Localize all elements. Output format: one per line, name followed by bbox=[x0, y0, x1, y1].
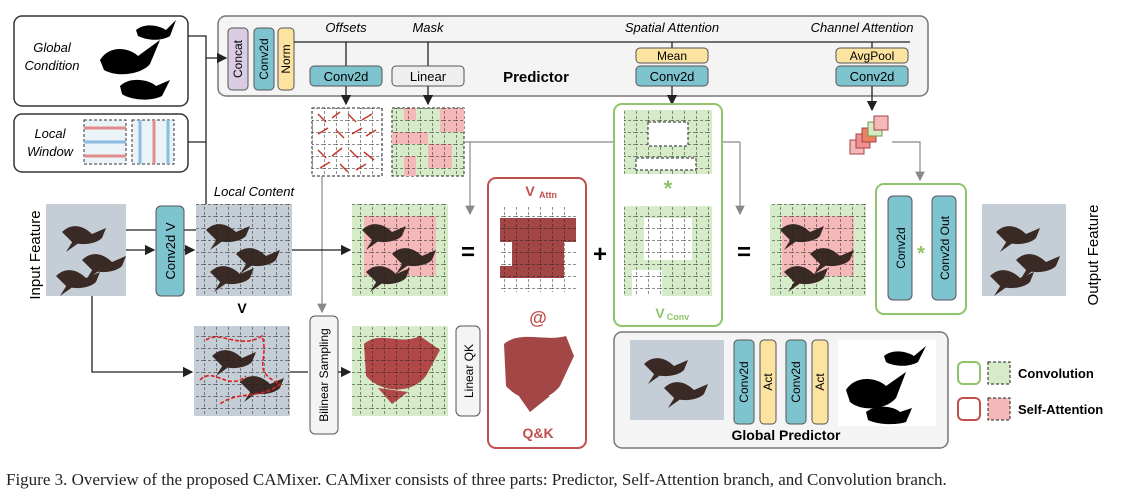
offsets-map bbox=[311, 86, 383, 177]
output-conv2d: Conv2d bbox=[894, 227, 908, 268]
global-condition-box: Global Condition bbox=[13, 15, 189, 107]
qk-feature-grid bbox=[352, 326, 448, 416]
v-label: V bbox=[237, 300, 247, 316]
masked-feature-grid bbox=[352, 204, 448, 296]
conv-star: * bbox=[664, 176, 673, 201]
norm-label: Norm bbox=[279, 44, 293, 73]
spatial-conv2d: Conv2d bbox=[650, 69, 695, 84]
offsets-label: Offsets bbox=[325, 20, 367, 35]
qk-label: Q&K bbox=[522, 425, 553, 441]
mean-block: Mean bbox=[657, 49, 687, 63]
goose-mask-icon bbox=[846, 346, 926, 425]
local-window-label-2: Window bbox=[27, 144, 75, 159]
convolution-branch: * V Conv bbox=[613, 103, 723, 327]
at-operator: @ bbox=[529, 308, 547, 328]
legend-convolution: Convolution bbox=[1018, 366, 1094, 381]
legend-self-attention: Self-Attention bbox=[1018, 402, 1103, 417]
v-conv-main: V bbox=[655, 305, 665, 321]
output-conv-block: Conv2d * Conv2d Out bbox=[875, 183, 967, 315]
bilinear-sampling-block: Bilinear Sampling bbox=[317, 328, 331, 421]
local-window-stripes bbox=[83, 119, 175, 165]
combined-feature-grid bbox=[770, 204, 866, 296]
deformed-sampling-grid bbox=[194, 326, 290, 416]
gp-act-2: Act bbox=[813, 373, 827, 391]
self-attention-branch: V Attn @ Q&K bbox=[487, 177, 587, 449]
output-conv2d-out: Conv2d Out bbox=[938, 215, 952, 280]
equals-op-2: = bbox=[737, 239, 751, 266]
concat-label: Concat bbox=[231, 39, 245, 78]
channel-attention-stack bbox=[849, 86, 925, 182]
global-condition-label-1: Global bbox=[33, 40, 72, 55]
global-predictor-title: Global Predictor bbox=[732, 427, 841, 443]
local-window-box: Local Window bbox=[13, 113, 189, 173]
input-feature-image bbox=[46, 204, 126, 296]
mask-map bbox=[391, 86, 465, 177]
linear-qk-block: Linear QK bbox=[462, 344, 476, 398]
mask-linear: Linear bbox=[410, 69, 447, 84]
global-condition-label-2: Condition bbox=[25, 58, 80, 73]
predictor-title: Predictor bbox=[503, 69, 569, 86]
input-feature-label: Input Feature bbox=[27, 210, 44, 299]
conv2d-v-block: Conv2d V bbox=[163, 222, 178, 279]
local-window-label-1: Local bbox=[34, 126, 66, 141]
predictor-conv2d-label: Conv2d bbox=[257, 38, 271, 79]
goose-silhouette-icon bbox=[100, 20, 176, 100]
legend: Convolution Self-Attention bbox=[957, 361, 1103, 421]
output-feature-image bbox=[982, 204, 1066, 296]
global-predictor-box: Conv2d Act Conv2d Act Global Predictor bbox=[613, 331, 949, 449]
spatial-attention-label: Spatial Attention bbox=[625, 20, 719, 35]
output-feature-label: Output Feature bbox=[1085, 205, 1102, 306]
plus-op: + bbox=[593, 241, 607, 268]
v-attn-main: V bbox=[525, 183, 535, 199]
output-star: * bbox=[917, 243, 925, 265]
v-feature-grid bbox=[196, 204, 292, 296]
gp-conv2d-1: Conv2d bbox=[737, 361, 751, 402]
channel-attention-label: Channel Attention bbox=[811, 20, 914, 35]
v-attn-sub: Attn bbox=[539, 190, 557, 200]
gp-act-1: Act bbox=[761, 373, 775, 391]
local-content-label: Local Content bbox=[214, 184, 296, 199]
equals-op-1: = bbox=[461, 239, 475, 266]
offsets-conv2d: Conv2d bbox=[324, 69, 369, 84]
gp-conv2d-2: Conv2d bbox=[789, 361, 803, 402]
predictor-box: Concat Conv2d Norm Offsets Mask Spatial … bbox=[217, 15, 929, 97]
channel-conv2d: Conv2d bbox=[850, 69, 895, 84]
mask-label: Mask bbox=[412, 20, 445, 35]
avgpool-block: AvgPool bbox=[850, 49, 894, 63]
v-conv-sub: Conv bbox=[667, 312, 690, 322]
figure-caption: Figure 3. Overview of the proposed CAMix… bbox=[6, 470, 947, 489]
